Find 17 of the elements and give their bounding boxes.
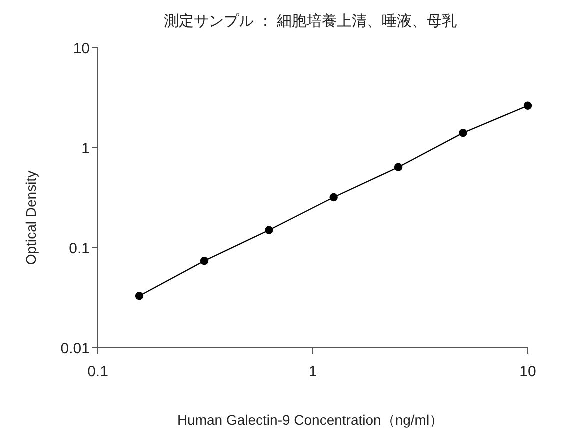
x-tick-label: 1: [308, 364, 318, 381]
chart-title: 測定サンプル ： 細胞培養上清、唾液、母乳: [164, 13, 458, 30]
y-axis-title: Optical Density: [23, 170, 39, 266]
point: [524, 102, 532, 110]
point: [200, 256, 209, 266]
point: [135, 292, 144, 300]
x-axis-title: Human Galectin-9 Concentration（ng/ml）: [177, 412, 444, 428]
x-tick-label: 0.1: [88, 364, 108, 381]
y-tick-label: 0.01: [60, 340, 90, 358]
point: [330, 193, 338, 202]
point: [394, 163, 403, 172]
point: [459, 128, 468, 138]
point: [265, 226, 274, 234]
y-tick-label: 10: [73, 40, 90, 58]
y-tick-label: 0.1: [69, 240, 90, 258]
x-tick-label: 10: [520, 364, 536, 381]
y-tick-label: 1: [82, 140, 90, 158]
